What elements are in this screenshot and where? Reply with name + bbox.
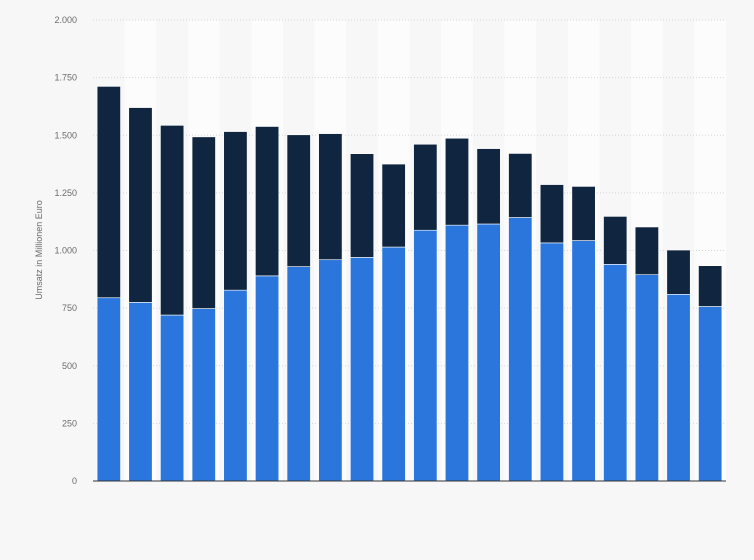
y-tick-label: 0: [72, 476, 77, 486]
y-tick-label: 2.000: [54, 15, 77, 25]
bar-segment-upper[interactable]: [634, 226, 659, 276]
bar-segment-lower[interactable]: [350, 257, 375, 482]
bar-segment-lower[interactable]: [571, 240, 596, 482]
bars: [96, 86, 723, 482]
bar-segment-upper[interactable]: [508, 153, 533, 218]
bar-segment-upper[interactable]: [444, 137, 469, 226]
bar-segment-upper[interactable]: [539, 184, 564, 244]
bar-segment-lower[interactable]: [255, 275, 280, 482]
bar-segment-upper[interactable]: [571, 186, 596, 241]
bar-segment-upper[interactable]: [191, 136, 216, 309]
bar-segment-lower[interactable]: [191, 308, 216, 482]
bar-segment-upper[interactable]: [128, 107, 153, 303]
bar-segment-upper[interactable]: [223, 131, 248, 291]
bar-segment-upper[interactable]: [160, 125, 185, 316]
y-axis-title: Umsatz in Millionen Euro: [34, 200, 44, 300]
bar-segment-lower[interactable]: [666, 293, 691, 482]
bar-segment-lower[interactable]: [603, 264, 628, 482]
bar-segment-lower[interactable]: [508, 217, 533, 482]
bar-segment-lower[interactable]: [634, 274, 659, 482]
bar-segment-upper[interactable]: [603, 216, 628, 265]
bar-segment-upper[interactable]: [318, 133, 343, 261]
bar-segment-lower[interactable]: [160, 314, 185, 482]
y-tick-label: 1.750: [54, 73, 77, 83]
y-tick-label: 1.250: [54, 188, 77, 198]
bar-segment-lower[interactable]: [96, 297, 121, 482]
bar-segment-upper[interactable]: [413, 143, 438, 231]
bar-segment-upper[interactable]: [698, 265, 723, 307]
bar-segment-lower[interactable]: [698, 306, 723, 482]
bar-segment-lower[interactable]: [318, 259, 343, 482]
y-tick-label: 750: [62, 303, 77, 313]
bar-segment-lower[interactable]: [286, 266, 311, 482]
bar-segment-lower[interactable]: [413, 229, 438, 482]
bar-segment-lower[interactable]: [476, 223, 501, 482]
bar-segment-upper[interactable]: [286, 134, 311, 267]
bar-segment-lower[interactable]: [128, 302, 153, 482]
y-axis-ticks: 0 250 500 750 1.000 1.250 1.500 1.750 2.000: [54, 15, 77, 486]
bar-segment-upper[interactable]: [255, 126, 280, 277]
bar-segment-upper[interactable]: [96, 86, 121, 299]
bar-segment-lower[interactable]: [381, 246, 406, 482]
y-tick-label: 500: [62, 361, 77, 371]
bar-segment-lower[interactable]: [444, 224, 469, 482]
bar-segment-upper[interactable]: [381, 163, 406, 248]
bar-segment-lower[interactable]: [223, 289, 248, 482]
y-tick-label: 250: [62, 418, 77, 428]
bar-segment-upper[interactable]: [476, 148, 501, 225]
bar-segment-upper[interactable]: [350, 153, 375, 258]
y-tick-label: 1.500: [54, 130, 77, 140]
y-tick-label: 1.000: [54, 246, 77, 256]
bar-segment-lower[interactable]: [539, 242, 564, 482]
bar-segment-upper[interactable]: [666, 249, 691, 295]
